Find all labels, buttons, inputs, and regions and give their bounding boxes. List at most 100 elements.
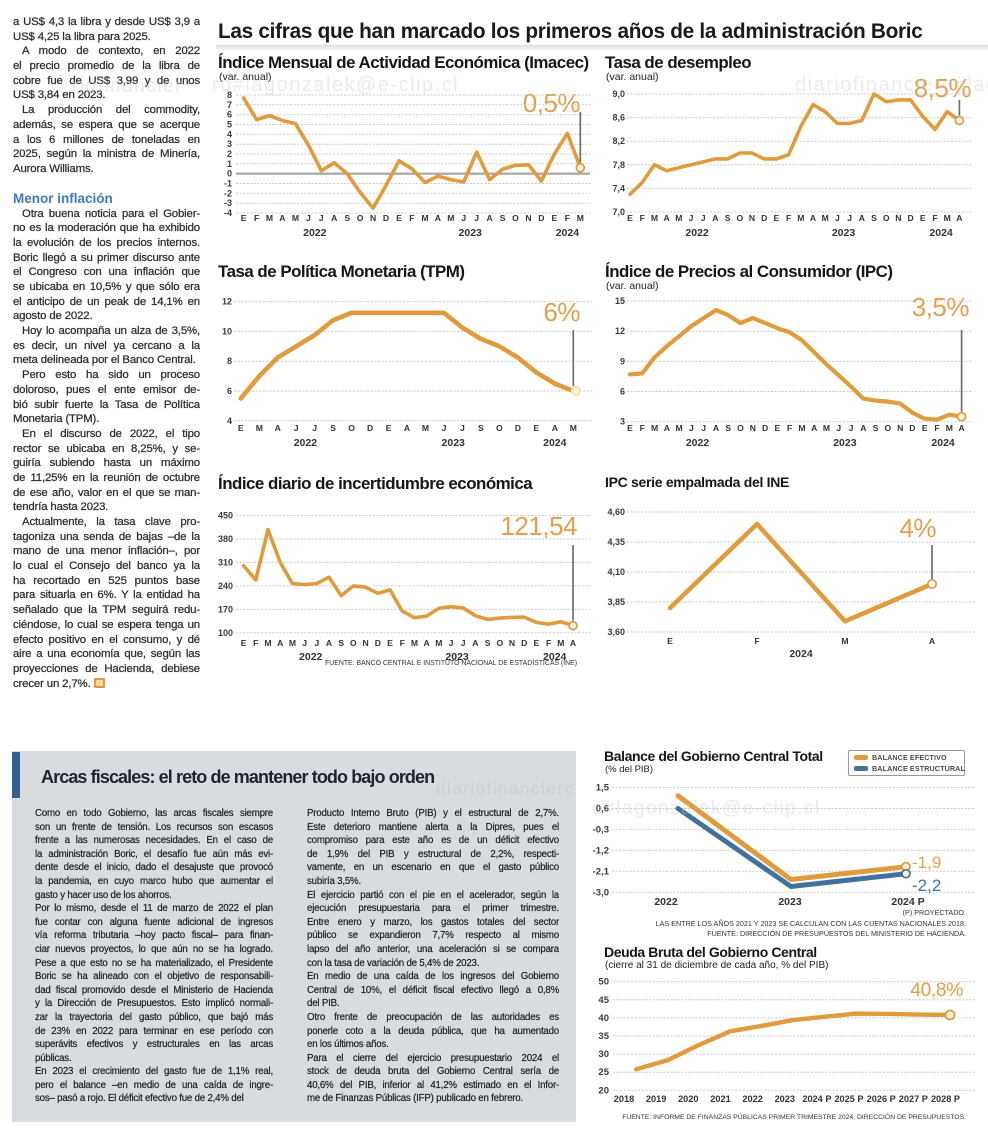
svg-text:M: M: [447, 213, 454, 223]
svg-text:2022: 2022: [742, 1094, 762, 1104]
svg-text:F: F: [640, 213, 645, 223]
svg-text:380: 380: [218, 534, 233, 544]
svg-text:M: M: [256, 423, 263, 433]
svg-text:M: M: [675, 213, 682, 223]
svg-text:M: M: [411, 638, 418, 648]
svg-text:F: F: [754, 636, 759, 646]
svg-text:M: M: [841, 636, 848, 646]
svg-text:J: J: [689, 423, 694, 433]
svg-text:1,5: 1,5: [596, 783, 610, 794]
svg-text:A: A: [811, 423, 817, 433]
svg-text:8,2: 8,2: [612, 136, 625, 146]
svg-text:S: S: [725, 423, 731, 433]
svg-text:2023: 2023: [459, 227, 483, 239]
svg-text:2024 P: 2024 P: [891, 896, 924, 908]
svg-text:O: O: [737, 423, 744, 433]
svg-text:F: F: [253, 638, 258, 648]
svg-text:E: E: [667, 636, 673, 646]
svg-text:A: A: [423, 638, 429, 648]
svg-text:M: M: [557, 638, 564, 648]
svg-text:5: 5: [227, 120, 232, 130]
svg-text:45: 45: [598, 995, 609, 1006]
svg-text:E: E: [552, 213, 558, 223]
svg-text:D: D: [761, 213, 767, 223]
svg-text:20: 20: [598, 1085, 609, 1096]
svg-text:O: O: [883, 213, 890, 223]
svg-text:4,35: 4,35: [607, 537, 625, 547]
svg-text:310: 310: [218, 557, 233, 567]
svg-text:F: F: [640, 423, 645, 433]
svg-text:M: M: [944, 213, 951, 223]
svg-text:2024: 2024: [931, 437, 955, 449]
svg-text:N: N: [362, 638, 368, 648]
svg-text:M: M: [823, 423, 830, 433]
svg-text:M: M: [651, 423, 658, 433]
svg-text:A: A: [712, 213, 718, 223]
svg-text:A: A: [860, 423, 866, 433]
svg-text:F: F: [934, 423, 939, 433]
svg-text:A: A: [404, 423, 410, 433]
svg-text:F: F: [565, 213, 570, 223]
svg-text:E: E: [396, 213, 402, 223]
svg-text:6: 6: [227, 110, 232, 120]
svg-text:2020: 2020: [678, 1094, 698, 1104]
svg-text:O: O: [348, 423, 355, 433]
svg-text:J: J: [701, 423, 706, 433]
svg-text:9,0: 9,0: [612, 89, 625, 99]
svg-text:2023: 2023: [778, 896, 802, 908]
svg-text:A: A: [664, 423, 670, 433]
svg-text:M: M: [421, 213, 428, 223]
svg-text:10: 10: [222, 326, 232, 336]
svg-text:2024: 2024: [789, 648, 813, 660]
svg-text:M: M: [266, 213, 273, 223]
svg-text:A: A: [929, 636, 935, 646]
svg-text:E: E: [241, 638, 247, 648]
svg-text:A: A: [326, 638, 332, 648]
svg-text:J: J: [474, 213, 479, 223]
svg-text:A: A: [486, 213, 492, 223]
svg-text:A: A: [331, 213, 337, 223]
svg-text:-3,0: -3,0: [593, 887, 609, 898]
svg-text:N: N: [525, 213, 531, 223]
svg-text:E: E: [241, 213, 247, 223]
svg-text:M: M: [651, 213, 658, 223]
svg-text:2022: 2022: [654, 896, 678, 908]
svg-text:M: M: [798, 423, 805, 433]
svg-text:4,60: 4,60: [607, 507, 625, 517]
svg-text:J: J: [294, 423, 299, 433]
svg-text:15: 15: [615, 296, 625, 306]
svg-text:2027 P: 2027 P: [899, 1094, 928, 1104]
svg-text:7,0: 7,0: [612, 207, 625, 217]
svg-text:O: O: [350, 638, 357, 648]
svg-text:J: J: [701, 213, 706, 223]
svg-text:J: J: [835, 213, 840, 223]
svg-text:30: 30: [598, 1049, 609, 1060]
svg-text:N: N: [509, 638, 515, 648]
svg-text:M: M: [577, 213, 584, 223]
svg-text:F: F: [786, 213, 791, 223]
svg-text:D: D: [375, 638, 381, 648]
svg-text:2019: 2019: [646, 1094, 666, 1104]
svg-text:F: F: [932, 213, 937, 223]
svg-text:25: 25: [598, 1067, 609, 1078]
svg-text:12: 12: [615, 326, 625, 336]
svg-text:-1,2: -1,2: [593, 845, 609, 856]
svg-text:N: N: [897, 423, 903, 433]
svg-text:2024: 2024: [543, 651, 567, 663]
svg-text:A: A: [956, 213, 962, 223]
svg-text:3: 3: [620, 417, 625, 427]
svg-text:4: 4: [227, 129, 232, 139]
svg-text:M: M: [289, 638, 296, 648]
svg-text:2: 2: [227, 149, 232, 159]
svg-text:2022: 2022: [303, 227, 327, 239]
svg-text:O: O: [496, 638, 503, 648]
svg-text:D: D: [907, 213, 913, 223]
svg-text:O: O: [357, 213, 364, 223]
svg-text:S: S: [873, 423, 879, 433]
svg-text:E: E: [774, 213, 780, 223]
svg-text:M: M: [946, 423, 953, 433]
svg-text:D: D: [538, 213, 544, 223]
svg-text:J: J: [442, 423, 447, 433]
svg-text:2018: 2018: [614, 1094, 634, 1104]
svg-text:M: M: [822, 213, 829, 223]
